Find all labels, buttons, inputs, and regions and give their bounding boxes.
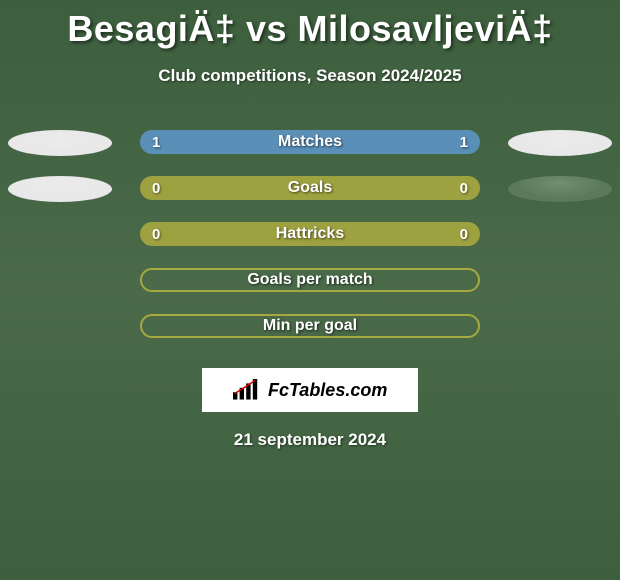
stat-left-value: 0	[152, 180, 160, 197]
stat-bar: 0 Goals 0	[140, 176, 480, 200]
stat-row: 1 Matches 1	[0, 126, 620, 172]
logo-box[interactable]: FcTables.com	[202, 368, 418, 412]
stat-label: Hattricks	[276, 225, 344, 243]
stats-container: 1 Matches 1 0 Goals 0 0 Hattricks 0 Goals per mat…	[0, 126, 620, 356]
player-left-ellipse	[8, 130, 112, 156]
player-left-ellipse	[8, 176, 112, 202]
chart-icon	[233, 379, 262, 401]
stat-row: 0 Hattricks 0	[0, 218, 620, 264]
date-label: 21 september 2024	[0, 430, 620, 450]
stat-left-value: 0	[152, 226, 160, 243]
stat-bar: 1 Matches 1	[140, 130, 480, 154]
stat-label: Goals	[288, 179, 332, 197]
stat-bar: Goals per match	[140, 268, 480, 292]
stat-row: Min per goal	[0, 310, 620, 356]
stat-right-value: 1	[460, 134, 468, 151]
stat-right-value: 0	[460, 180, 468, 197]
page-title: BesagiÄ‡ vs MilosavljeviÄ‡	[0, 0, 620, 50]
stat-row: 0 Goals 0	[0, 172, 620, 218]
stat-right-value: 0	[460, 226, 468, 243]
stat-left-value: 1	[152, 134, 160, 151]
stat-bar: Min per goal	[140, 314, 480, 338]
stat-label: Goals per match	[247, 271, 372, 289]
stat-label: Min per goal	[263, 317, 357, 335]
stat-label: Matches	[278, 133, 342, 151]
player-right-ellipse	[508, 130, 612, 156]
stat-bar: 0 Hattricks 0	[140, 222, 480, 246]
player-right-ellipse	[508, 176, 612, 202]
page-subtitle: Club competitions, Season 2024/2025	[0, 66, 620, 86]
stat-row: Goals per match	[0, 264, 620, 310]
logo-text: FcTables.com	[268, 380, 387, 401]
